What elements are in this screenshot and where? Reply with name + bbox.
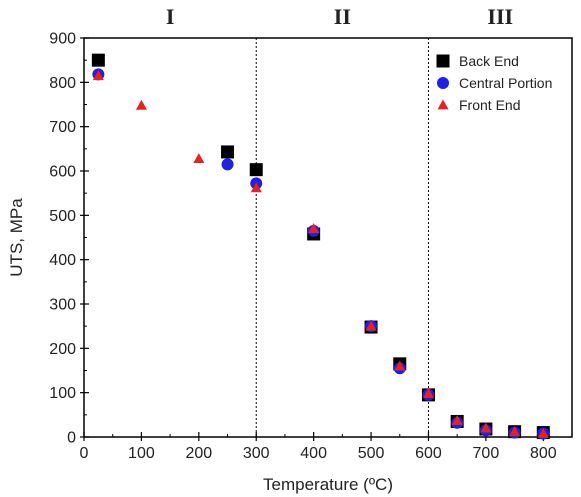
y-tick-label: 300: [49, 297, 76, 314]
data-point: [480, 422, 492, 433]
legend-label-triangle: Front End: [459, 97, 520, 113]
legend-marker-circle: [437, 77, 449, 89]
y-tick-label: 200: [49, 341, 76, 358]
x-tick-label: 800: [530, 445, 557, 462]
series-circle: [92, 68, 550, 440]
region-label-2: II: [334, 4, 351, 29]
data-point: [422, 388, 434, 398]
region-label-3: III: [487, 4, 513, 29]
data-point: [193, 153, 205, 163]
data-point: [394, 360, 406, 371]
x-tick-label: 600: [415, 445, 442, 462]
x-tick-label: 500: [358, 445, 385, 462]
x-axis-title: Temperature (ºC): [263, 475, 393, 494]
y-tick-label: 800: [49, 75, 76, 92]
series-triangle: [92, 70, 549, 438]
y-tick-label: 700: [49, 119, 76, 136]
y-axis-title: UTS, MPa: [7, 198, 26, 277]
data-point: [92, 70, 104, 81]
data-point: [221, 145, 235, 159]
x-tick-label: 0: [80, 445, 89, 462]
x-tick-label: 100: [128, 445, 155, 462]
data-point: [249, 163, 263, 177]
y-tick-label: 100: [49, 385, 76, 402]
data-point: [135, 99, 147, 110]
x-tick-label: 700: [473, 445, 500, 462]
x-tick-label: 400: [300, 445, 327, 462]
data-point: [537, 427, 549, 438]
y-tick-label: 900: [49, 31, 76, 48]
y-tick-label: 500: [49, 208, 76, 225]
data-point: [250, 182, 262, 193]
data-point: [365, 320, 377, 331]
data-point: [509, 426, 521, 437]
y-tick-label: 600: [49, 164, 76, 181]
data-point: [308, 223, 320, 234]
data-point: [451, 415, 463, 425]
y-tick-label: 400: [49, 252, 76, 269]
y-tick-label: 0: [67, 430, 76, 447]
legend-marker-triangle: [437, 99, 449, 110]
legend-label-circle: Central Portion: [459, 75, 552, 91]
legend-marker-square: [436, 54, 450, 68]
legend-label-square: Back End: [459, 53, 519, 69]
x-tick-label: 200: [185, 445, 212, 462]
data-point: [91, 53, 105, 67]
x-tick-label: 300: [243, 445, 270, 462]
data-point: [221, 158, 234, 171]
region-label-1: I: [166, 4, 175, 29]
